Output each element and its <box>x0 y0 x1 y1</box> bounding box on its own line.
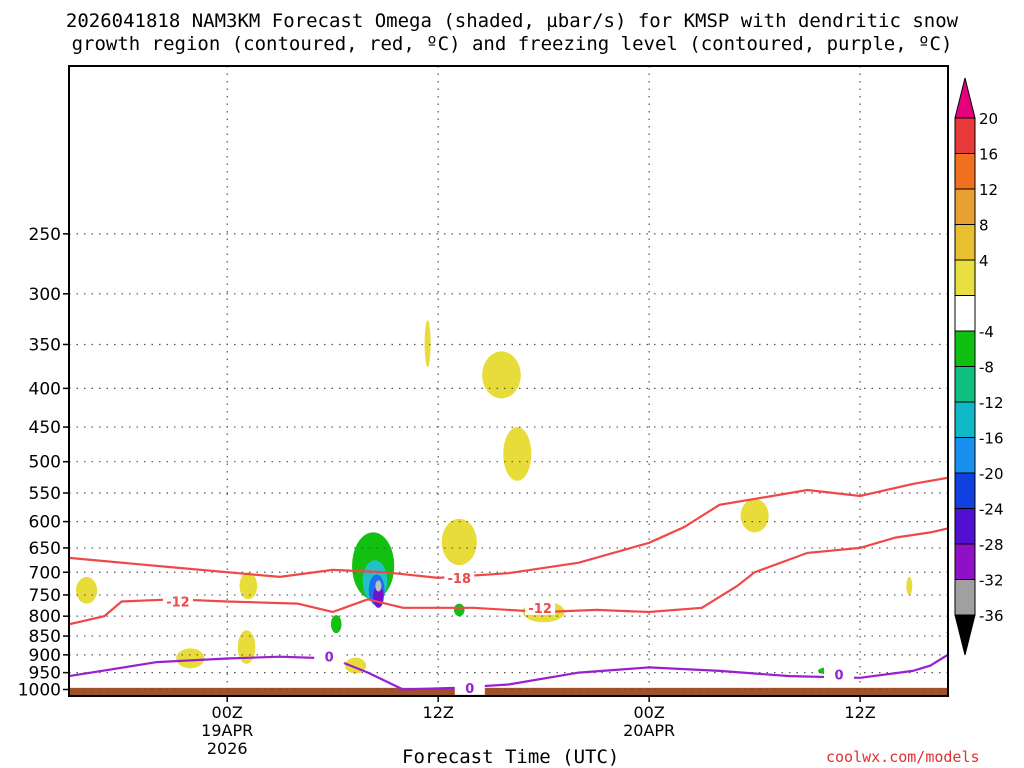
colorbar-label: 16 <box>979 146 998 164</box>
y-tick-label: 300 <box>29 285 61 305</box>
x-tick-label: 12Z <box>423 703 454 722</box>
contour-label-bg <box>444 569 475 585</box>
contour-label: -12 <box>1015 499 1024 514</box>
contour-label: -12 <box>528 602 552 617</box>
contour-label: 0 <box>465 682 474 697</box>
colorbar-top-arrow <box>954 77 976 119</box>
x-axis-label: Forecast Time (UTC) <box>402 746 620 768</box>
colorbar-label: -32 <box>979 572 1004 590</box>
x-tick-year: 2026 <box>207 739 248 758</box>
omega-cell-yellow <box>441 518 477 566</box>
contour-label-bg <box>1012 497 1024 512</box>
y-tick-label: 650 <box>29 539 61 559</box>
y-tick-label: 700 <box>29 563 61 583</box>
contour-label-bg <box>525 599 556 615</box>
omega-cell-yellow <box>503 427 532 481</box>
colorbar-label: -4 <box>979 323 994 341</box>
contour-label-bg <box>454 679 485 695</box>
colorbar-segment <box>954 472 976 509</box>
x-tick-label: 00Z <box>633 703 664 722</box>
contour-label: -18 <box>448 572 472 587</box>
colorbar-segment <box>954 437 976 474</box>
x-tick-date: 20APR <box>623 721 675 740</box>
omega-cell-yellow <box>176 648 205 669</box>
colorbar-segment <box>954 259 976 296</box>
omega-cell-yellow <box>482 351 521 399</box>
omega-cell-yellow <box>76 576 98 604</box>
colorbar-label: -12 <box>979 394 1004 412</box>
colorbar-segment <box>954 508 976 545</box>
chart-title-line2: growth region (contoured, red, ºC) and f… <box>71 33 953 55</box>
y-tick-label: 900 <box>29 646 61 666</box>
colorbar-segment <box>954 543 976 580</box>
y-tick-label: 950 <box>29 664 61 684</box>
chart-title-line1: 2026041818 NAM3KM Forecast Omega (shaded… <box>65 10 959 32</box>
x-tick-date: 19APR <box>201 721 253 740</box>
omega-cell-yellow <box>239 572 258 600</box>
y-tick-label: 500 <box>29 453 61 473</box>
colorbar-label: -28 <box>979 536 1004 554</box>
omega-cell-yellow <box>740 498 769 533</box>
contour-label-bg <box>824 666 855 682</box>
y-tick-label: 850 <box>29 627 61 647</box>
colorbar-segment <box>954 401 976 438</box>
omega-cell-gray <box>375 580 382 592</box>
y-tick-label: 450 <box>29 418 61 438</box>
colorbar-bottom-arrow <box>954 614 976 656</box>
plot-border <box>68 65 949 697</box>
y-tick-label: 600 <box>29 513 61 533</box>
y-tick-label: 1000 <box>18 680 61 700</box>
colorbar-segment <box>954 295 976 332</box>
omega-cell-yellow <box>906 576 913 595</box>
contour-label-bg <box>314 648 345 664</box>
y-tick-label: 550 <box>29 484 61 504</box>
contour-label: -12 <box>166 595 190 610</box>
colorbar-segment <box>954 579 976 616</box>
contour-label: 0 <box>834 668 843 683</box>
contour-label-bg <box>162 593 193 609</box>
credit-text: coolwx.com/models <box>826 748 980 766</box>
colorbar-segment <box>954 224 976 261</box>
colorbar-segment <box>954 366 976 403</box>
x-tick-label: 00Z <box>212 703 243 722</box>
contour-line--18 <box>69 476 948 580</box>
y-tick-label: 350 <box>29 335 61 355</box>
colorbar-label: 8 <box>979 217 989 235</box>
y-tick-label: 800 <box>29 607 61 627</box>
colorbar-label: 12 <box>979 181 998 199</box>
omega-cell-yellow <box>424 320 431 368</box>
colorbar-segment <box>954 188 976 225</box>
omega-cell-green <box>330 615 342 634</box>
colorbar-segment <box>954 153 976 190</box>
y-tick-label: 250 <box>29 225 61 245</box>
colorbar-label: -8 <box>979 359 994 377</box>
colorbar-label: -24 <box>979 501 1004 519</box>
y-tick-label: 400 <box>29 379 61 399</box>
colorbar-label: 20 <box>979 110 998 128</box>
contour-line--12 <box>69 527 948 626</box>
colorbar-label: -16 <box>979 430 1004 448</box>
colorbar-segment <box>954 117 976 154</box>
omega-cell-green <box>454 603 465 617</box>
y-tick-label: 750 <box>29 586 61 606</box>
terrain-strip <box>69 687 948 696</box>
colorbar-segment <box>954 330 976 367</box>
contour-label: 0 <box>325 651 334 666</box>
colorbar-label: -36 <box>979 607 1004 625</box>
colorbar-label: 4 <box>979 252 989 270</box>
colorbar-label: -20 <box>979 465 1004 483</box>
x-tick-label: 12Z <box>844 703 875 722</box>
